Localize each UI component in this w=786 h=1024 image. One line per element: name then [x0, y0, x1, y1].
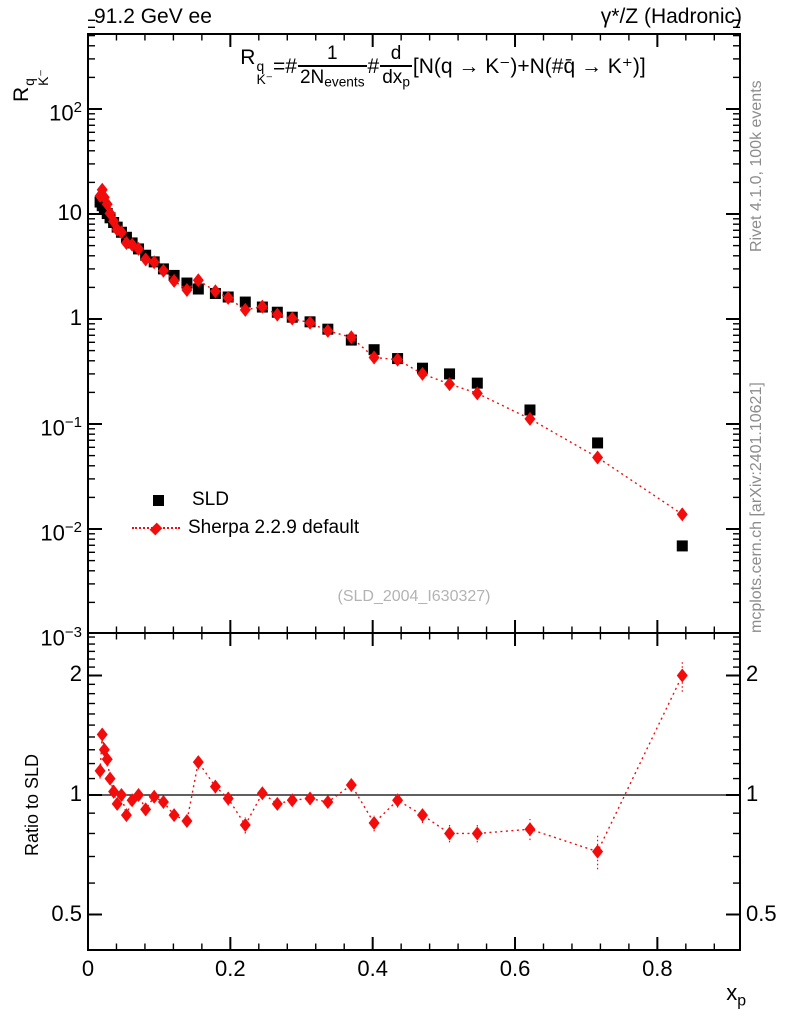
ratio-point-diamond — [239, 818, 251, 833]
mc-point-diamond — [676, 507, 688, 522]
mc-point-diamond — [239, 302, 251, 317]
ratio-curve — [99, 675, 683, 853]
mc-point-diamond — [222, 290, 234, 305]
mc-point-diamond — [209, 284, 221, 299]
mc-point-diamond — [592, 450, 604, 465]
mc-point-diamond — [471, 386, 483, 401]
ratio-point-diamond — [416, 808, 428, 823]
ratio-point-diamond — [209, 779, 221, 794]
ratio-point-diamond — [192, 755, 204, 770]
mc-point-diamond — [271, 307, 283, 322]
ratio-point-diamond — [140, 802, 152, 817]
ratio-point-diamond — [286, 793, 298, 808]
ratio-point-diamond — [181, 814, 193, 829]
mc-point-diamond — [392, 352, 404, 367]
ratio-point-diamond — [304, 791, 316, 806]
ratio-point-diamond — [471, 826, 483, 841]
main-panel-frame — [87, 33, 741, 634]
ratio-point-diamond — [115, 788, 127, 802]
mc-point-diamond — [148, 255, 160, 270]
mc-curve-main — [99, 187, 683, 515]
ratio-point-diamond — [133, 788, 145, 802]
mc-point-diamond — [140, 252, 152, 267]
ratio-panel-frame — [87, 632, 741, 951]
ratio-point-diamond — [368, 816, 380, 831]
data-point-square — [192, 283, 204, 295]
ratio-point-diamond — [96, 727, 108, 742]
ratio-point-diamond — [592, 844, 604, 859]
ratio-point-diamond — [120, 808, 132, 823]
ratio-point-diamond — [524, 822, 536, 837]
data-point-square — [444, 368, 456, 380]
mc-point-diamond — [181, 282, 193, 297]
ratio-point-diamond — [157, 795, 169, 810]
mc-point-diamond — [368, 350, 380, 365]
mc-point-diamond — [322, 323, 334, 338]
ratio-point-diamond — [256, 786, 268, 801]
ratio-point-diamond — [111, 796, 123, 811]
data-point-square — [676, 540, 688, 552]
ratio-point-diamond — [148, 789, 160, 804]
data-point-square — [471, 377, 483, 389]
mc-point-diamond — [168, 273, 180, 288]
mc-point-diamond — [286, 311, 298, 326]
mc-point-diamond — [444, 377, 456, 392]
ratio-point-diamond — [222, 791, 234, 806]
ratio-point-diamond — [271, 796, 283, 811]
data-point-square — [239, 296, 251, 308]
ratio-point-diamond — [676, 668, 688, 683]
ratio-point-diamond — [444, 826, 456, 841]
data-point-square — [524, 404, 536, 416]
ratio-point-diamond — [322, 795, 334, 810]
mc-point-diamond — [192, 273, 204, 288]
mc-point-diamond — [115, 225, 127, 240]
mc-point-diamond — [157, 263, 169, 278]
ratio-point-diamond — [101, 752, 113, 767]
mc-point-diamond — [256, 299, 268, 314]
ratio-point-diamond — [104, 771, 116, 786]
ratio-point-diamond — [392, 793, 404, 808]
mc-point-diamond — [416, 366, 428, 381]
mc-point-diamond — [304, 315, 316, 330]
ratio-point-diamond — [168, 808, 180, 823]
data-point-square — [368, 344, 380, 356]
mc-point-diamond — [345, 330, 357, 345]
mc-point-diamond — [524, 411, 536, 426]
ratio-point-diamond — [94, 763, 106, 778]
mc-point-diamond — [133, 241, 145, 256]
ratio-point-diamond — [345, 777, 357, 792]
data-point-square — [592, 437, 604, 449]
